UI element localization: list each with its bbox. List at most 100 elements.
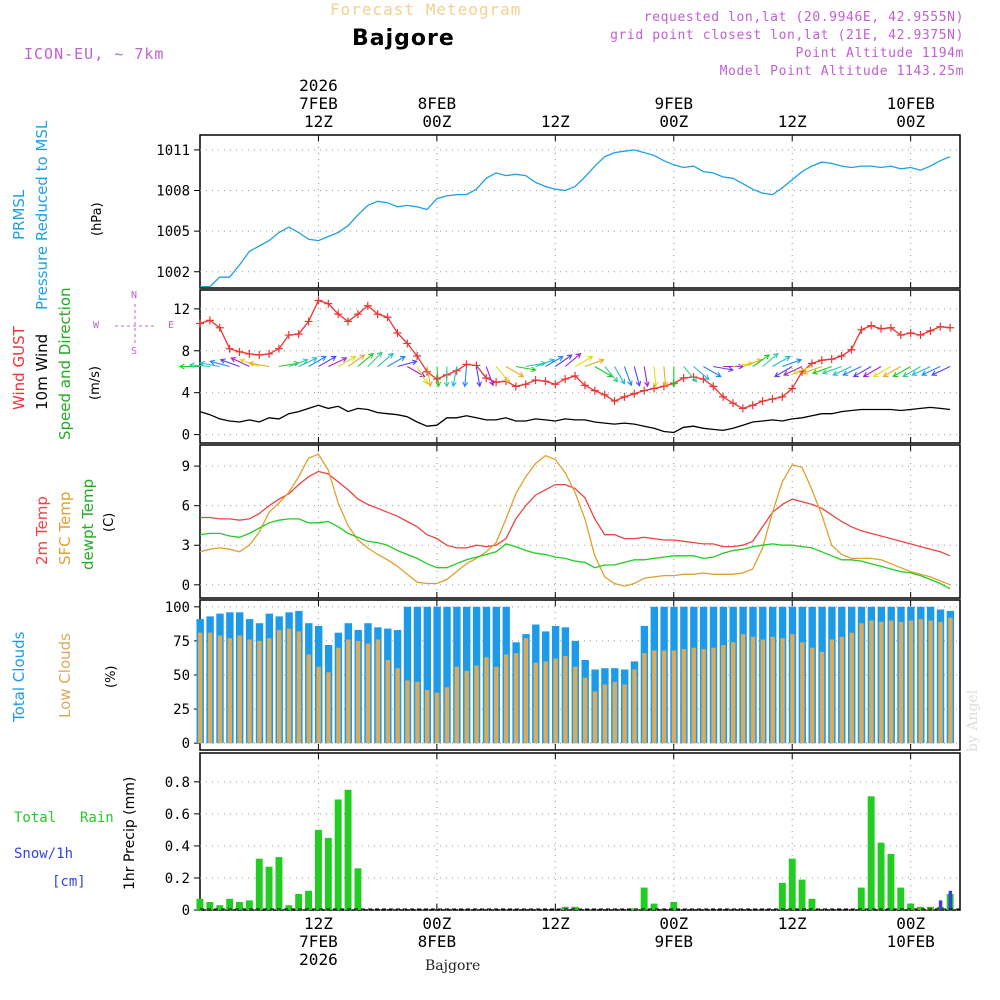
low-clouds-bar bbox=[839, 636, 844, 744]
wind-gust-marker bbox=[205, 316, 214, 325]
wind-gust-marker bbox=[580, 381, 589, 390]
wind-gust-marker bbox=[867, 321, 876, 330]
wind-direction-arrow bbox=[782, 366, 803, 376]
temp-2m-line bbox=[200, 470, 951, 557]
wind-direction-arrow bbox=[505, 366, 525, 378]
low-clouds-bar bbox=[365, 643, 371, 744]
requested-coords: requested lon,lat (20.9946E, 42.9555N) bbox=[643, 10, 964, 25]
compass-east: E bbox=[168, 320, 175, 331]
low-clouds-bar bbox=[553, 658, 558, 744]
wind-gust-line bbox=[199, 299, 951, 410]
time-label-bottom: 12Z bbox=[541, 914, 570, 933]
rain-bar bbox=[571, 906, 579, 910]
low-clouds-bar bbox=[346, 639, 351, 744]
wind-gust-marker bbox=[413, 352, 422, 361]
low-clouds-bar bbox=[513, 653, 519, 744]
total-rain-label-2: Rain bbox=[80, 810, 114, 826]
low-clouds-bar bbox=[227, 638, 232, 744]
low-clouds-bar bbox=[810, 647, 815, 744]
wind-direction-arrow bbox=[397, 359, 418, 368]
wind-gust-marker bbox=[393, 328, 402, 337]
panel-frame-temperature bbox=[199, 444, 961, 599]
low-clouds-bar bbox=[198, 632, 203, 744]
sfc-temp-line bbox=[199, 453, 951, 587]
wind-gust-marker bbox=[916, 331, 925, 340]
low-clouds-bar bbox=[375, 639, 381, 744]
rain-bar bbox=[650, 903, 658, 910]
low-clouds-bar bbox=[237, 635, 242, 744]
low-clouds-bar bbox=[770, 636, 775, 744]
ytick-label-pressure: 1002 bbox=[156, 265, 190, 281]
snow-unit-label: [cm] bbox=[52, 874, 86, 890]
low-clouds-bar bbox=[434, 692, 440, 744]
wind-direction-arrow bbox=[801, 365, 822, 375]
snow-bar bbox=[938, 900, 943, 910]
time-label-top: 7FEB bbox=[299, 94, 338, 113]
wind-gust-marker bbox=[482, 374, 491, 383]
low-clouds-bar bbox=[642, 653, 647, 744]
low-clouds-bar bbox=[217, 635, 223, 744]
wind-gust-marker bbox=[758, 397, 767, 406]
panel-frame-pressure bbox=[199, 134, 961, 289]
rain-bar bbox=[857, 887, 865, 910]
ytick-label-clouds: 75 bbox=[173, 634, 190, 650]
low-clouds-bar bbox=[711, 647, 716, 744]
low-clouds-bar bbox=[908, 620, 914, 744]
rain-bar bbox=[788, 858, 796, 910]
wind-direction-arrow bbox=[347, 354, 366, 367]
total-clouds-bar bbox=[413, 606, 422, 744]
time-label-top: 12Z bbox=[778, 112, 807, 131]
wind-direction-arrow bbox=[298, 357, 318, 367]
low-clouds-bar bbox=[484, 657, 489, 744]
low-clouds-bar bbox=[760, 639, 765, 744]
low-clouds-bar bbox=[740, 634, 746, 744]
low-clouds-bar bbox=[296, 631, 302, 744]
wind-direction-arrow bbox=[902, 366, 921, 378]
ytick-label-clouds: 50 bbox=[173, 668, 190, 684]
wind-direction-arrow bbox=[377, 352, 394, 367]
wind-gust-marker bbox=[640, 386, 649, 395]
wind-gust-marker bbox=[936, 322, 945, 331]
wind-gust-marker bbox=[926, 326, 935, 335]
ytick-label-clouds: 100 bbox=[165, 600, 190, 616]
low-clouds-bar bbox=[336, 647, 341, 744]
wind-gust-marker bbox=[748, 401, 757, 410]
wind-gust-marker bbox=[225, 344, 234, 353]
wind-direction-arrow bbox=[564, 352, 582, 367]
wind-gust-marker bbox=[946, 323, 955, 332]
low-clouds-bar bbox=[859, 623, 864, 744]
compass-cross bbox=[115, 304, 157, 346]
rain-bar bbox=[897, 887, 905, 910]
compass-north: N bbox=[131, 290, 138, 301]
low-clouds-bar bbox=[721, 645, 726, 744]
rain-bar bbox=[236, 902, 243, 910]
time-label-top: 9FEB bbox=[655, 94, 694, 113]
compass-south: S bbox=[131, 346, 138, 357]
time-label-top: 12Z bbox=[541, 112, 570, 131]
wind-direction-arrow bbox=[811, 365, 832, 375]
wind-direction-arrow bbox=[752, 354, 771, 367]
low-clouds-bar bbox=[326, 672, 331, 744]
wind-direction-arrow bbox=[545, 355, 564, 367]
low-clouds-bar bbox=[454, 666, 459, 744]
wind-gust-marker bbox=[265, 349, 274, 358]
wind-gust-marker bbox=[314, 296, 323, 305]
wind-direction-arrow bbox=[623, 366, 633, 387]
wind-gust-marker bbox=[284, 331, 293, 340]
ytick-label-clouds: 0 bbox=[182, 736, 190, 752]
dewpt-temp-line bbox=[199, 518, 951, 590]
low-clouds-bar bbox=[444, 687, 450, 744]
wind-direction-arrow bbox=[462, 366, 468, 388]
compass-west: W bbox=[93, 320, 100, 331]
ytick-label-pressure: 1005 bbox=[156, 224, 190, 240]
time-label-top: 8FEB bbox=[418, 94, 457, 113]
low-clouds-bar bbox=[829, 639, 835, 744]
low-clouds-bar bbox=[425, 690, 430, 744]
wind-direction-arrow bbox=[852, 366, 872, 378]
rain-bar bbox=[354, 868, 362, 910]
ytick-label-wind: 8 bbox=[182, 344, 190, 360]
wind-gust-marker bbox=[511, 382, 520, 391]
wind-direction-arrow bbox=[762, 352, 779, 367]
wind-direction-arrow bbox=[832, 366, 852, 376]
low-clouds-bar bbox=[286, 628, 292, 744]
